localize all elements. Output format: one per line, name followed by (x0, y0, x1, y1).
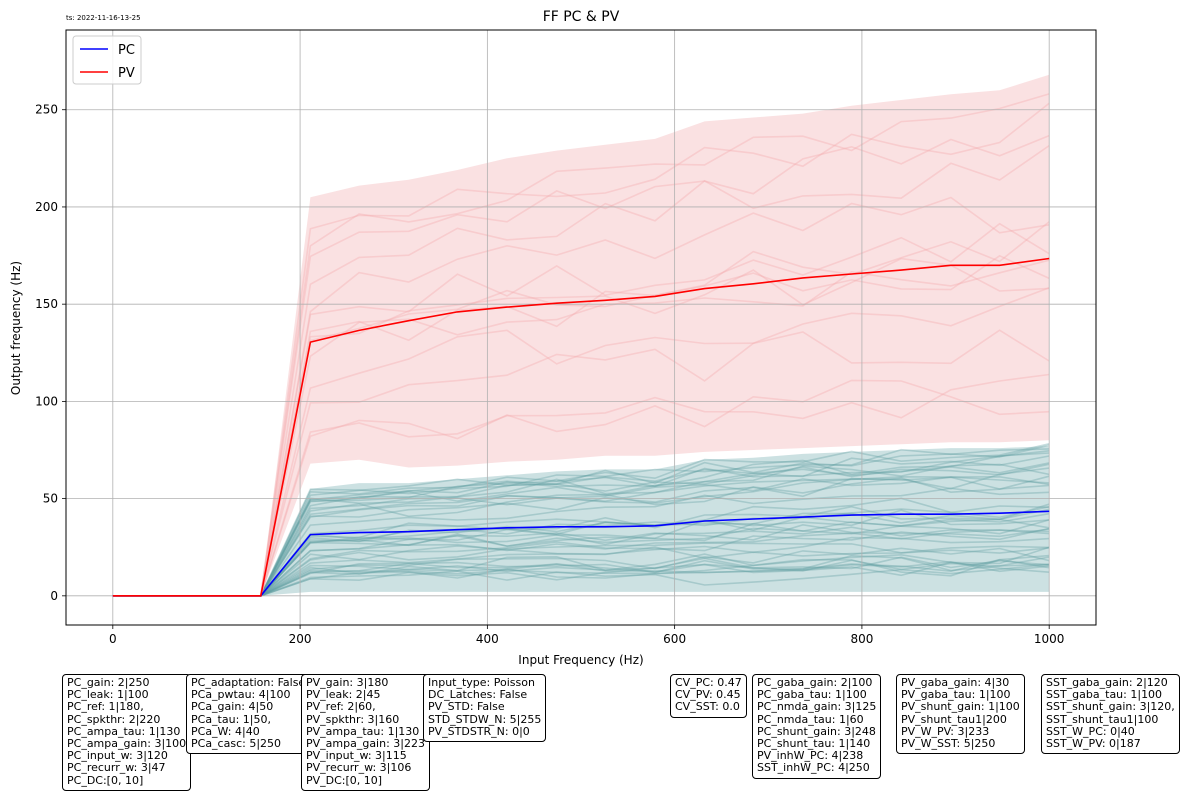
trace-pv (112, 379, 1050, 597)
trace-pc (112, 476, 1050, 597)
trace-pv (112, 196, 1050, 597)
trace-pc (112, 558, 1050, 597)
legend-label-pc: PC (118, 43, 135, 58)
band-pc (112, 446, 1050, 596)
trace-pv (112, 222, 1050, 597)
x-tick-label: 0 (109, 632, 117, 646)
param-box-4: Input_type: Poisson DC_Latches: False PV… (423, 674, 547, 743)
chart-title: FF PC & PV (543, 9, 620, 25)
trace-pc (112, 556, 1050, 597)
x-axis-label: Input Frequency (Hz) (518, 653, 643, 667)
timestamp-label: ts: 2022-11-16-13-25 (66, 14, 141, 22)
trace-pc (112, 450, 1050, 597)
x-tick-label: 600 (663, 632, 686, 646)
band-pv (112, 74, 1050, 596)
param-box-2: PC_adaptation: False PCa_pwtau: 4|100 PC… (186, 674, 311, 755)
trace-pc (112, 523, 1050, 597)
y-axis-label: Output frequency (Hz) (9, 261, 23, 395)
trace-pc (112, 554, 1050, 597)
trace-pv (112, 144, 1050, 597)
x-tick-label: 1000 (1034, 632, 1065, 646)
trace-pv (112, 286, 1050, 597)
trace-pc (112, 527, 1050, 597)
param-box-5: CV_PC: 0.47 CV_PV: 0.45 CV_SST: 0.0 (670, 674, 747, 718)
param-box-7: PV_gaba_gain: 4|30 PV_gaba_tau: 1|100 PV… (896, 674, 1025, 755)
legend: PC PV (72, 35, 142, 85)
trace-pv (112, 93, 1050, 597)
trace-pc (112, 443, 1050, 597)
x-tick-label: 400 (476, 632, 499, 646)
trace-pc (112, 444, 1050, 597)
trace-pv (112, 329, 1050, 597)
trace-pc (112, 462, 1050, 597)
trace-pc (112, 448, 1050, 597)
y-axis-ticks: 0 50 100 150 200 250 (35, 103, 66, 603)
trace-pc (112, 546, 1050, 597)
trace-pc (112, 542, 1050, 597)
trace-pc (112, 463, 1050, 597)
trace-pc (112, 455, 1050, 597)
param-box-1: PC_gain: 2|250 PC_leak: 1|100 PC_ref: 1|… (62, 674, 192, 791)
trace-pc (112, 554, 1050, 597)
y-tick-label: 100 (35, 394, 58, 408)
trace-pc (112, 518, 1050, 597)
trace-pv (112, 134, 1050, 597)
trace-pc (112, 512, 1050, 597)
param-box-3: PV_gain: 3|180 PV_leak: 2|45 PV_ref: 2|6… (301, 674, 430, 791)
y-tick-label: 250 (35, 103, 58, 117)
series-line-pc (112, 510, 1050, 597)
confidence-bands (112, 74, 1050, 596)
param-box-8: SST_gaba_gain: 2|120 SST_gaba_tau: 1|100… (1041, 674, 1180, 755)
trace-pc (112, 475, 1050, 597)
y-tick-label: 150 (35, 297, 58, 311)
trace-pv (112, 373, 1050, 597)
trace-pc (112, 560, 1050, 597)
trace-pc (112, 561, 1050, 597)
trace-pc (112, 547, 1050, 597)
trace-pc (112, 546, 1050, 597)
trace-pc (112, 467, 1050, 597)
trace-pc (112, 563, 1050, 597)
y-tick-label: 200 (35, 200, 58, 214)
x-tick-label: 200 (289, 632, 312, 646)
trace-pv (112, 102, 1050, 597)
trace-pc (112, 475, 1050, 597)
mean-lines (112, 257, 1050, 597)
trace-pc (112, 536, 1050, 597)
y-tick-label: 50 (43, 492, 58, 506)
trace-pc (112, 452, 1050, 597)
trace-pc (112, 529, 1050, 597)
grid-lines (66, 30, 1096, 625)
plot-frame (65, 29, 1097, 626)
trace-pc (112, 487, 1050, 597)
legend-label-pv: PV (118, 66, 135, 81)
y-tick-label: 0 (50, 589, 58, 603)
trace-pc (112, 559, 1050, 597)
trace-pc (112, 463, 1050, 597)
x-tick-label: 800 (850, 632, 873, 646)
param-box-6: PC_gaba_gain: 2|100 PC_gaba_tau: 1|100 P… (752, 674, 882, 779)
trace-pc (112, 476, 1050, 597)
x-axis-ticks: 0 200 400 600 800 1000 (109, 625, 1064, 646)
series-line-pv (112, 257, 1050, 597)
